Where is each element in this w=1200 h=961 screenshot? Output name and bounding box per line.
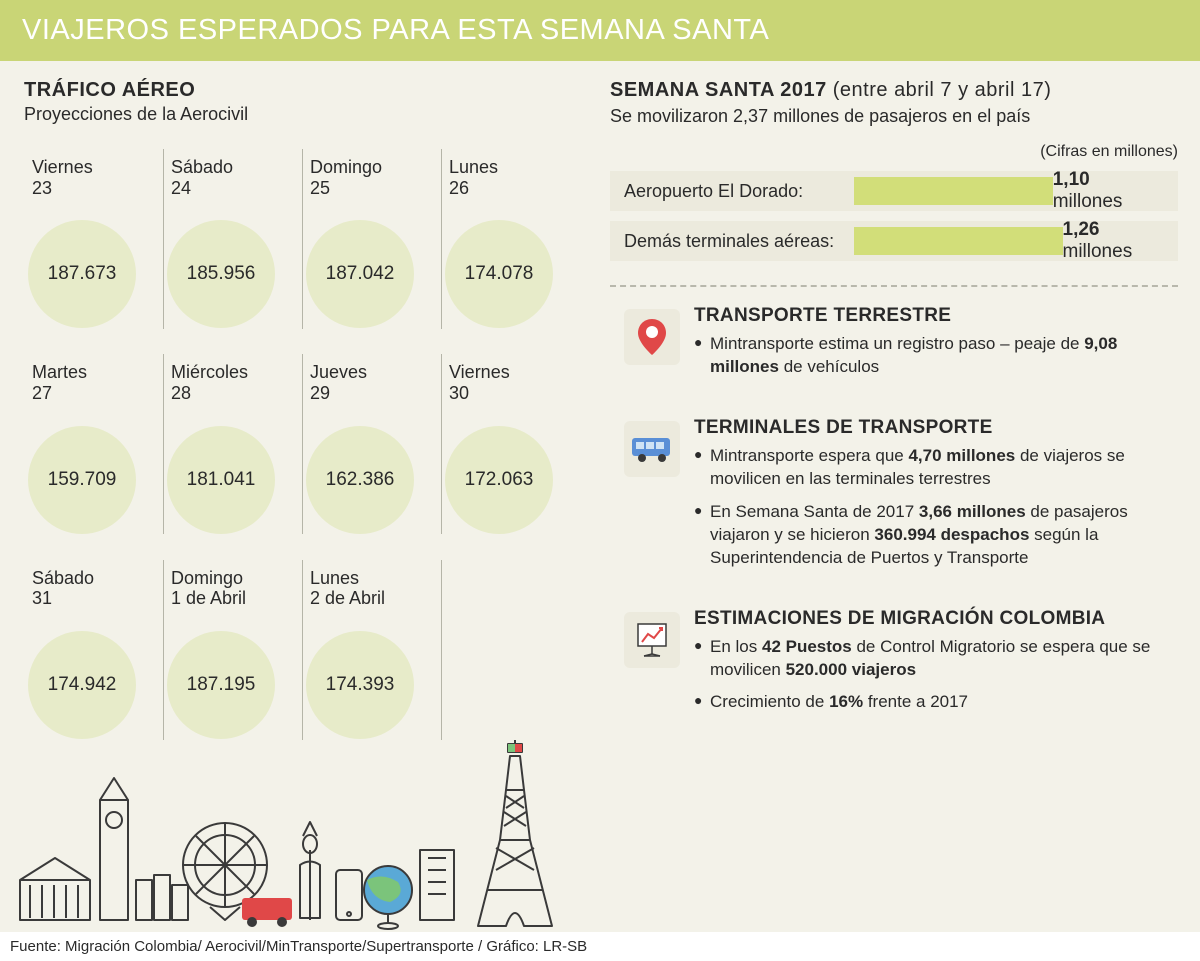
info-text: TERMINALES DE TRANSPORTE Mintransporte es… — [694, 417, 1178, 580]
info-text: TRANSPORTE TERRESTRE Mintransporte estima… — [694, 305, 1178, 389]
bar-value: 1,10 millones — [1053, 169, 1164, 213]
traffic-cell: Jueves29 162.386 — [302, 354, 441, 559]
footer-source: Fuente: Migración Colombia/ Aerocivil/Mi… — [0, 932, 1200, 961]
bus-icon — [624, 421, 680, 477]
info-block: TERMINALES DE TRANSPORTE Mintransporte es… — [610, 417, 1178, 580]
right-title-bold: SEMANA SANTA 2017 — [610, 79, 827, 101]
bar-row: Demás terminales aéreas: 1,26 millones — [610, 221, 1178, 261]
info-block: TRANSPORTE TERRESTRE Mintransporte estima… — [610, 305, 1178, 389]
cell-day: Viernes30 — [445, 362, 576, 403]
cell-day: Miércoles28 — [167, 362, 298, 403]
cell-value: 185.956 — [167, 220, 275, 328]
traffic-cell: Domingo25 187.042 — [302, 149, 441, 354]
traffic-cell: Miércoles28 181.041 — [163, 354, 302, 559]
cell-day: Lunes2 de Abril — [306, 568, 437, 609]
cell-value: 174.942 — [28, 631, 136, 739]
bar-value: 1,26 millones — [1063, 219, 1165, 263]
header-bar: VIAJEROS ESPERADOS PARA ESTA SEMANA SANT… — [0, 0, 1200, 61]
left-panel: TRÁFICO AÉREO Proyecciones de la Aerociv… — [0, 61, 600, 958]
cell-day: Sábado24 — [167, 157, 298, 198]
traffic-cell: Viernes30 172.063 — [441, 354, 580, 559]
traffic-cell: Sábado24 185.956 — [163, 149, 302, 354]
chart-icon — [624, 612, 680, 668]
cell-value: 174.078 — [445, 220, 553, 328]
right-title-rest: (entre abril 7 y abril 17) — [827, 79, 1052, 101]
cell-day: Viernes23 — [28, 157, 159, 198]
cell-day: Lunes26 — [445, 157, 576, 198]
info-icon-wrap — [610, 608, 694, 725]
pin-icon — [624, 309, 680, 365]
info-bullet: En los 42 Puestos de Control Migratorio … — [694, 636, 1178, 682]
traffic-grid: Viernes23187.673Sábado24185.956Domingo25… — [24, 149, 580, 765]
cell-value: 174.393 — [306, 631, 414, 739]
info-bullet: Mintransporte estima un registro paso – … — [694, 333, 1178, 379]
cell-day: Domingo1 de Abril — [167, 568, 298, 609]
traffic-cell: Lunes26 174.078 — [441, 149, 580, 354]
traffic-cell: Martes27 159.709 — [24, 354, 163, 559]
cell-value: 172.063 — [445, 426, 553, 534]
info-title: TERMINALES DE TRANSPORTE — [694, 417, 1178, 439]
right-lead: Se movilizaron 2,37 millones de pasajero… — [610, 106, 1178, 127]
cell-value: 162.386 — [306, 426, 414, 534]
info-text: ESTIMACIONES DE MIGRACIÓN COLOMBIA En los… — [694, 608, 1178, 725]
left-subtitle: Proyecciones de la Aerocivil — [24, 104, 580, 125]
bar-fill — [854, 227, 1063, 255]
bar-list: Aeropuerto El Dorado: 1,10 millones Demás … — [610, 171, 1178, 261]
info-icon-wrap — [610, 417, 694, 580]
bar-label: Aeropuerto El Dorado: — [624, 181, 854, 202]
cell-value: 159.709 — [28, 426, 136, 534]
right-panel: SEMANA SANTA 2017 (entre abril 7 y abril… — [600, 61, 1200, 958]
cell-value: 187.042 — [306, 220, 414, 328]
cell-day: Domingo25 — [306, 157, 437, 198]
info-bullet: Mintransporte espera que 4,70 millones d… — [694, 445, 1178, 491]
cell-value: 187.195 — [167, 631, 275, 739]
left-title: TRÁFICO AÉREO — [24, 79, 580, 102]
info-block: ESTIMACIONES DE MIGRACIÓN COLOMBIA En los… — [610, 608, 1178, 725]
right-title: SEMANA SANTA 2017 (entre abril 7 y abril… — [610, 79, 1178, 102]
cell-value: 187.673 — [28, 220, 136, 328]
bar-row: Aeropuerto El Dorado: 1,10 millones — [610, 171, 1178, 211]
info-sections: TRANSPORTE TERRESTRE Mintransporte estima… — [610, 305, 1178, 724]
skyline-illustration — [10, 730, 590, 930]
info-bullet: Crecimiento de 16% frente a 2017 — [694, 691, 1178, 714]
traffic-cell: Viernes23 187.673 — [24, 149, 163, 354]
info-title: TRANSPORTE TERRESTRE — [694, 305, 1178, 327]
page-title: VIAJEROS ESPERADOS PARA ESTA SEMANA SANT… — [22, 14, 1178, 47]
unit-label: (Cifras en millones) — [610, 143, 1178, 161]
info-bullet: En Semana Santa de 2017 3,66 millones de… — [694, 501, 1178, 570]
bar-label: Demás terminales aéreas: — [624, 231, 854, 252]
divider-dashed — [610, 285, 1178, 287]
cell-day: Jueves29 — [306, 362, 437, 403]
cell-day: Martes27 — [28, 362, 159, 403]
cell-day: Sábado31 — [28, 568, 159, 609]
info-title: ESTIMACIONES DE MIGRACIÓN COLOMBIA — [694, 608, 1178, 630]
cell-value: 181.041 — [167, 426, 275, 534]
info-icon-wrap — [610, 305, 694, 389]
bar-fill — [854, 177, 1053, 205]
